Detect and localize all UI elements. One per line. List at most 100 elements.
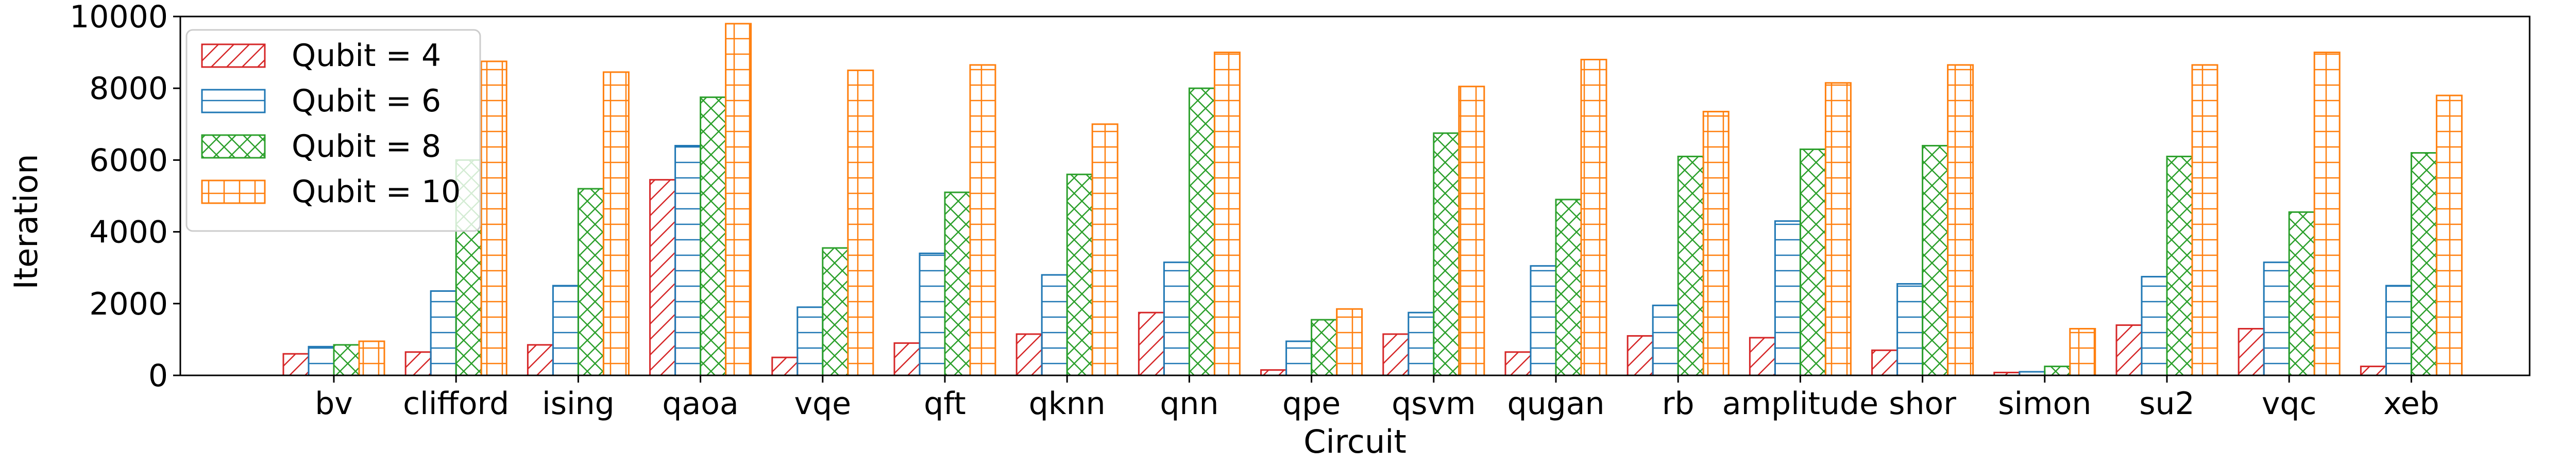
bar-ising-qubit-6 <box>552 285 579 376</box>
bar-clifford-qubit-10 <box>480 60 507 376</box>
bar-qft-qubit-10 <box>969 64 996 376</box>
bar-bv-qubit-4 <box>282 353 310 376</box>
bar-simon-qubit-8 <box>2044 366 2071 376</box>
bar-bv-qubit-10 <box>358 340 385 376</box>
bar-rb-qubit-6 <box>1652 304 1679 376</box>
bar-rb-qubit-4 <box>1626 335 1654 376</box>
bar-qaoa-qubit-6 <box>674 145 702 376</box>
bar-clifford-qubit-4 <box>404 351 432 376</box>
bar-ising-qubit-10 <box>602 71 630 376</box>
x-tick-label-qpe: qpe <box>1282 386 1341 422</box>
bar-su2-qubit-4 <box>2115 324 2143 376</box>
x-tick-label-qnn: qnn <box>1160 386 1218 422</box>
bar-shor-qubit-4 <box>1871 349 1899 376</box>
bar-clifford-qubit-6 <box>430 290 457 376</box>
bar-qpe-qubit-6 <box>1285 340 1313 376</box>
plot-border <box>179 15 2531 376</box>
bar-qnn-qubit-6 <box>1163 261 1190 376</box>
x-tick-label-clifford: clifford <box>403 386 509 422</box>
legend-label: Qubit = 6 <box>292 83 441 119</box>
bar-qugan-qubit-8 <box>1555 199 1582 376</box>
bar-qnn-qubit-10 <box>1213 52 1241 376</box>
bar-vqe-qubit-6 <box>796 306 824 376</box>
bar-vqe-qubit-8 <box>822 247 849 376</box>
x-axis: bv clifford ising qaoa vqe qft qknn qnn qpe qsvm q… <box>315 375 2439 422</box>
x-axis-label: Circuit <box>1303 423 1406 460</box>
bar-qknn-qubit-8 <box>1066 173 1093 376</box>
bar-qft-qubit-4 <box>893 342 921 376</box>
bar-qaoa-qubit-4 <box>649 179 676 376</box>
bar-qnn-qubit-4 <box>1138 311 1165 376</box>
bar-bv-qubit-6 <box>308 345 335 376</box>
bar-simon-qubit-10 <box>2069 328 2096 376</box>
bar-ising-qubit-8 <box>577 188 604 376</box>
legend-label: Qubit = 4 <box>292 38 441 74</box>
bar-vqc-qubit-10 <box>2313 52 2341 376</box>
legend-label: Qubit = 8 <box>292 128 441 164</box>
bar-qnn-qubit-8 <box>1188 87 1215 376</box>
bar-su2-qubit-6 <box>2141 276 2168 376</box>
bar-qsvm-qubit-10 <box>1458 86 1485 376</box>
legend-swatch-qubit-4 <box>201 43 266 68</box>
bar-qft-qubit-8 <box>944 191 971 376</box>
bar-vqe-qubit-10 <box>847 69 874 376</box>
y-tick-label: 8000 <box>89 71 168 107</box>
bar-xeb-qubit-4 <box>2360 366 2387 376</box>
x-tick-label-rb: rb <box>1662 386 1694 422</box>
x-tick-label-amplitude: amplitude <box>1722 386 1878 422</box>
bar-bv-qubit-8 <box>333 344 360 376</box>
bar-qsvm-qubit-6 <box>1408 311 1435 376</box>
bar-qugan-qubit-6 <box>1530 265 1557 376</box>
bar-amplitude-qubit-4 <box>1749 337 1776 376</box>
bar-vqe-qubit-4 <box>771 356 799 376</box>
y-axis: 0 2000 4000 6000 8000 10000 <box>70 0 180 394</box>
legend: Qubit = 4 Qubit = 6 Qubit = 8 Qubit = 10 <box>185 29 481 232</box>
y-tick-label: 2000 <box>89 286 168 322</box>
legend-swatch-qubit-6 <box>201 89 266 113</box>
y-tick-label: 0 <box>148 358 168 394</box>
bar-qugan-qubit-10 <box>1580 59 1607 376</box>
bar-vqc-qubit-6 <box>2263 261 2290 376</box>
bar-su2-qubit-10 <box>2191 64 2218 376</box>
x-tick-label-ising: ising <box>542 386 615 422</box>
x-tick-label-qugan: qugan <box>1507 386 1605 422</box>
bar-qpe-qubit-8 <box>1311 319 1338 376</box>
bar-qsvm-qubit-8 <box>1433 132 1460 376</box>
bar-qsvm-qubit-4 <box>1382 333 1410 376</box>
y-tick-label: 10000 <box>70 0 168 35</box>
bar-shor-qubit-10 <box>1947 64 1974 376</box>
bar-vqc-qubit-8 <box>2288 211 2315 376</box>
legend-swatch-qubit-8 <box>201 134 266 159</box>
bar-shor-qubit-6 <box>1896 283 1924 376</box>
bar-rb-qubit-10 <box>1702 110 1730 376</box>
bar-shor-qubit-8 <box>1922 145 1949 376</box>
x-tick-label-qknn: qknn <box>1029 386 1106 422</box>
bar-qpe-qubit-10 <box>1336 308 1363 376</box>
bar-rb-qubit-8 <box>1677 155 1704 376</box>
bar-qknn-qubit-6 <box>1041 274 1068 376</box>
legend-swatch-qubit-10 <box>201 179 266 204</box>
bar-qugan-qubit-4 <box>1504 351 1532 376</box>
x-tick-label-vqe: vqe <box>794 386 852 422</box>
x-tick-label-qsvm: qsvm <box>1392 386 1476 422</box>
bar-amplitude-qubit-8 <box>1799 148 1826 376</box>
x-tick-label-simon: simon <box>1998 386 2091 422</box>
bar-amplitude-qubit-6 <box>1774 220 1801 376</box>
y-tick-label: 6000 <box>89 142 168 178</box>
y-tick-label: 4000 <box>89 214 168 251</box>
x-tick-label-su2: su2 <box>2139 386 2194 422</box>
x-tick-label-qft: qft <box>924 386 966 422</box>
bar-qknn-qubit-4 <box>1015 333 1043 376</box>
bar-xeb-qubit-10 <box>2435 94 2463 376</box>
bar-xeb-qubit-8 <box>2410 152 2437 376</box>
plot-frame <box>179 15 2531 376</box>
bar-qaoa-qubit-8 <box>700 96 727 376</box>
bar-qpe-qubit-4 <box>1260 369 1287 376</box>
x-tick-label-vqc: vqc <box>2262 386 2317 422</box>
x-tick-label-bv: bv <box>315 386 353 422</box>
bar-ising-qubit-4 <box>527 344 554 376</box>
bar-amplitude-qubit-10 <box>1824 82 1852 376</box>
bar-qaoa-qubit-10 <box>725 23 752 376</box>
bar-su2-qubit-8 <box>2166 155 2193 376</box>
